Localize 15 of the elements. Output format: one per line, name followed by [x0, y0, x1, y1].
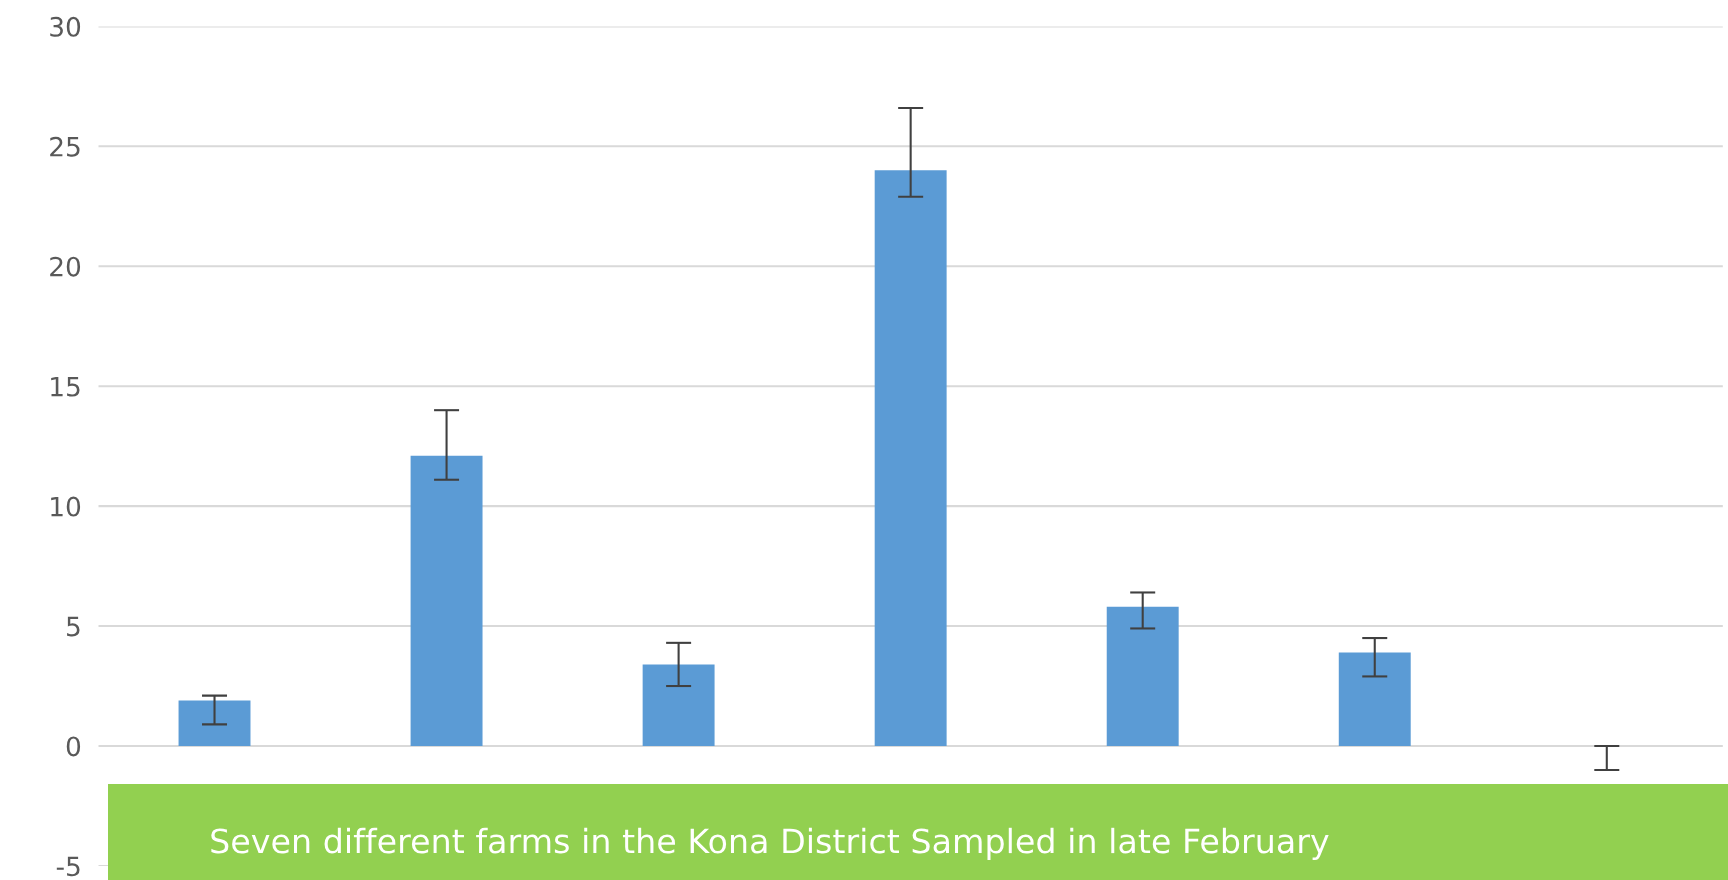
- y-tick-label: 15: [51, 376, 80, 397]
- bar: [410, 455, 483, 746]
- y-tick-label: -5: [56, 856, 80, 877]
- y-tick-label: 30: [50, 16, 81, 37]
- bar: [874, 170, 947, 746]
- bar: [642, 664, 715, 746]
- y-tick-label: 25: [50, 136, 80, 157]
- bar: [1106, 606, 1179, 746]
- y-tick-label: 20: [50, 256, 81, 277]
- y-tick-label: 10: [51, 496, 81, 517]
- bar: [178, 700, 251, 746]
- annotation: Seven different farms in the Kona District Sampled in late February: [211, 827, 1329, 861]
- y-tick-label: 0: [66, 736, 81, 757]
- y-tick-label: 5: [67, 616, 80, 637]
- bar: [1338, 652, 1411, 746]
